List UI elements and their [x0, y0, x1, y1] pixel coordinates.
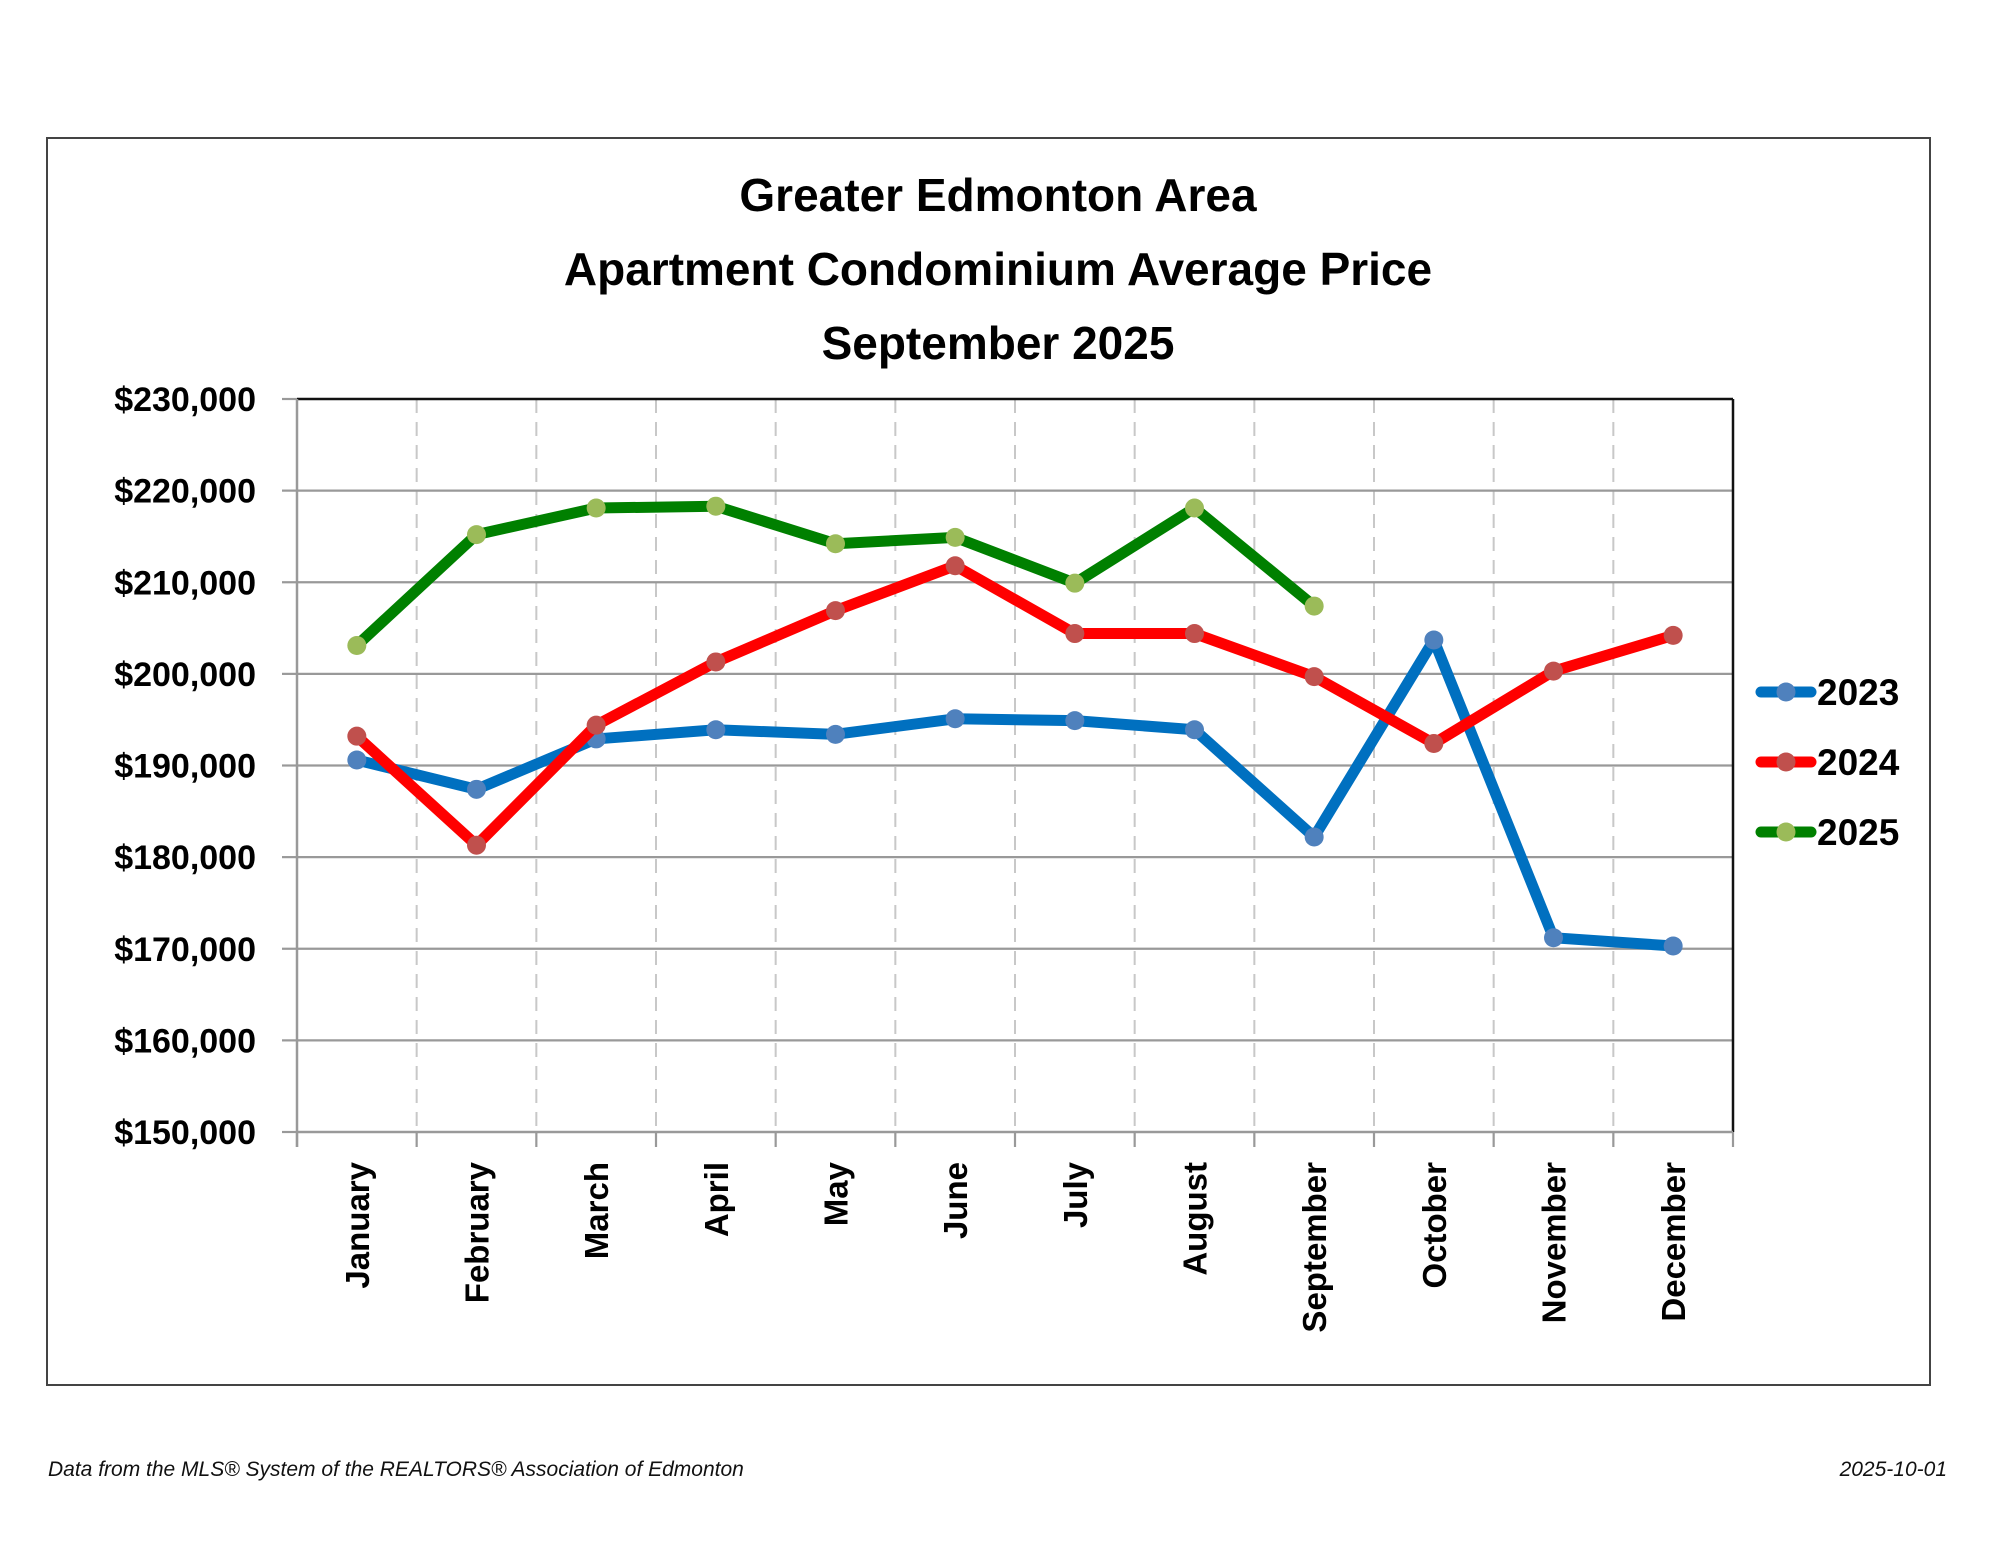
axes	[282, 397, 1735, 1147]
data-point-2024-december	[1663, 625, 1683, 645]
y-tick-label: $180,000	[114, 839, 256, 877]
legend-item-2024: 2024	[1755, 742, 1900, 783]
data-point-2024-january	[347, 726, 367, 746]
y-tick-label: $190,000	[114, 748, 256, 786]
x-tick-label: November	[1536, 1162, 1573, 1324]
x-tick-label: May	[818, 1161, 855, 1226]
y-tick-label: $150,000	[114, 1114, 256, 1152]
data-point-2025-may	[826, 534, 845, 554]
legend-marker-swatch	[1776, 682, 1796, 702]
data-point-2025-march	[586, 498, 606, 518]
data-point-2024-september	[1304, 667, 1324, 687]
data-point-2023-may	[826, 724, 845, 744]
chart-title: Greater Edmonton Area Apartment Condomin…	[564, 169, 1432, 369]
data-point-2023-april	[706, 720, 726, 740]
data-point-2024-march	[586, 715, 606, 735]
x-tick-label: July	[1057, 1161, 1094, 1228]
x-tick-label: April	[698, 1162, 735, 1237]
legend-label: 2023	[1817, 672, 1899, 713]
data-point-2023-november	[1544, 928, 1563, 948]
x-tick-label: September	[1296, 1162, 1333, 1333]
chart-title-line-3: September 2025	[822, 317, 1175, 369]
footer-date: 2025-10-01	[1839, 1458, 1947, 1481]
y-tick-label: $200,000	[114, 656, 256, 694]
y-tick-label: $160,000	[114, 1022, 256, 1060]
y-axis-tick-labels: $150,000 $160,000 $170,000 $180,000 $190,000…	[114, 381, 256, 1152]
data-point-2023-june	[945, 709, 965, 729]
data-point-2025-july	[1065, 573, 1085, 593]
x-axis-tick-labels: January February March April May June July Augu…	[339, 1161, 1692, 1332]
chart-title-line-1: Greater Edmonton Area	[739, 169, 1257, 221]
y-tick-label: $210,000	[114, 564, 256, 602]
data-point-2023-september	[1304, 827, 1324, 847]
data-point-2023-october	[1424, 630, 1444, 650]
legend-marker-swatch	[1776, 822, 1796, 842]
data-point-2024-february	[467, 835, 486, 855]
data-point-2023-august	[1185, 720, 1204, 740]
series-group	[347, 496, 1683, 956]
data-point-2025-june	[945, 527, 965, 547]
legend-item-2025: 2025	[1755, 812, 1899, 853]
y-tick-label: $220,000	[114, 473, 256, 511]
data-point-2024-november	[1544, 661, 1563, 681]
x-tick-label: January	[339, 1161, 376, 1288]
y-tick-label: $170,000	[114, 931, 256, 969]
horizontal-gridlines	[297, 489, 1733, 1042]
data-point-2023-july	[1065, 711, 1085, 731]
x-tick-label: October	[1416, 1162, 1453, 1289]
chart-title-line-2: Apartment Condominium Average Price	[564, 243, 1432, 295]
legend-item-2023: 2023	[1755, 672, 1899, 713]
data-point-2023-december	[1663, 936, 1683, 956]
data-point-2023-january	[347, 750, 367, 770]
data-point-2025-february	[467, 525, 486, 545]
x-tick-label: August	[1177, 1162, 1214, 1276]
data-point-2025-september	[1304, 596, 1324, 616]
footer-source-note: Data from the MLS® System of the REALTOR…	[48, 1458, 744, 1481]
legend-marker-swatch	[1776, 752, 1796, 772]
series-2024	[347, 556, 1683, 855]
legend: 2023 2024 2025	[1755, 672, 1900, 853]
data-point-2024-april	[706, 652, 726, 672]
data-point-2024-june	[945, 556, 965, 576]
data-point-2023-february	[467, 779, 486, 799]
legend-label: 2025	[1817, 812, 1899, 853]
series-line-2024	[353, 560, 1675, 851]
data-point-2024-october	[1424, 734, 1444, 754]
series-line-2025	[353, 500, 1318, 650]
data-point-2024-august	[1185, 624, 1204, 644]
x-tick-label: December	[1655, 1162, 1692, 1322]
series-2025	[347, 496, 1324, 655]
y-tick-label: $230,000	[114, 381, 256, 419]
x-tick-label: February	[459, 1161, 496, 1303]
x-tick-label: June	[937, 1162, 974, 1239]
data-point-2025-april	[706, 496, 726, 516]
x-tick-label: March	[578, 1162, 615, 1259]
legend-label: 2024	[1817, 742, 1900, 783]
chart-frame	[46, 137, 1931, 1386]
data-point-2025-january	[347, 635, 367, 655]
data-point-2024-july	[1065, 624, 1085, 644]
data-point-2024-may	[826, 601, 845, 621]
data-point-2025-august	[1185, 498, 1204, 518]
